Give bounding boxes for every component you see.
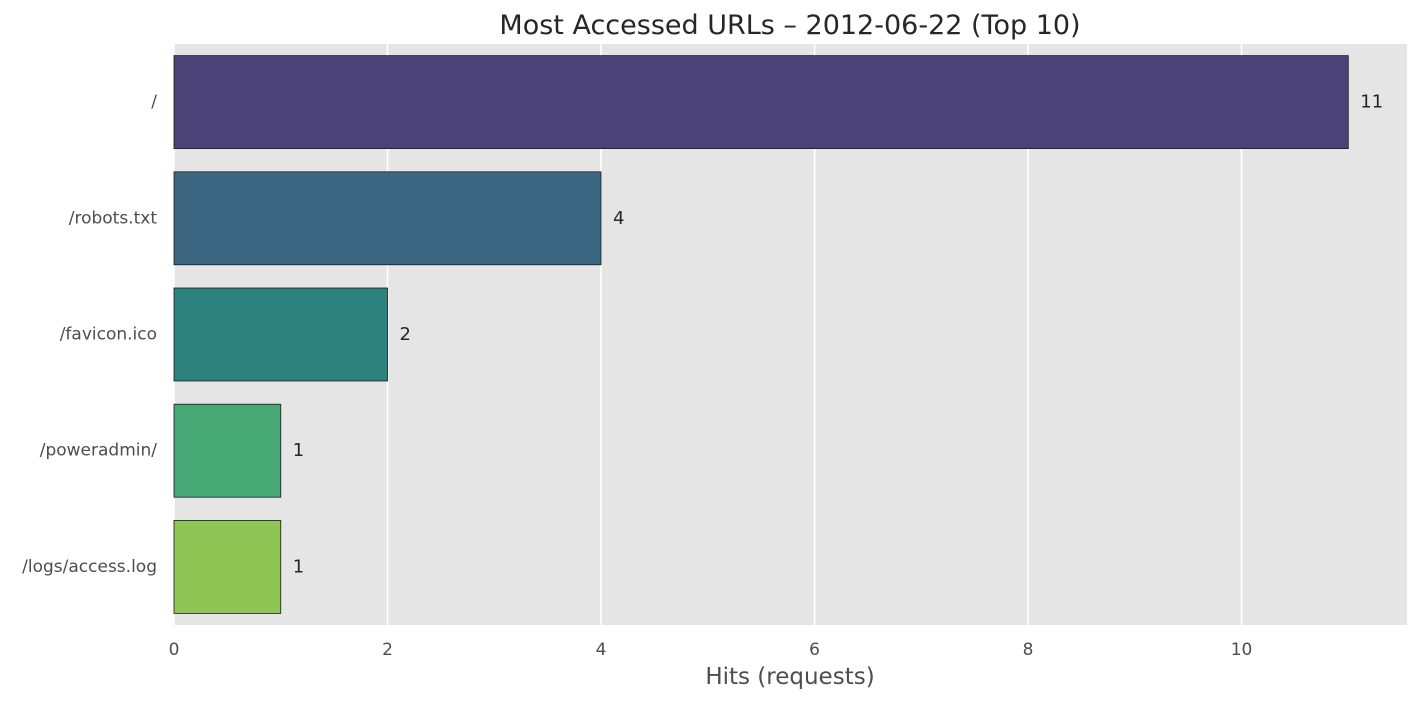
y-tick-label-2: /favicon.ico	[60, 325, 157, 345]
y-tick-label-0: /	[151, 92, 157, 112]
x-axis-label: Hits (requests)	[705, 664, 874, 690]
x-tick-label-3: 6	[809, 640, 820, 660]
bar-4	[173, 520, 282, 614]
bar-0	[173, 55, 1349, 149]
bar-1	[173, 171, 602, 266]
x-tick-label-1: 2	[382, 640, 393, 660]
y-axis-ticks: / /robots.txt/favicon.ico/poweradmin/ /log…	[22, 92, 157, 577]
x-tick-label-4: 8	[1023, 640, 1034, 660]
data-label-4: 1	[293, 556, 304, 577]
chart-title: Most Accessed URLs – 2012-06-22 (Top 10)	[499, 10, 1080, 41]
y-tick-label-4: /logs/access.log	[22, 557, 157, 577]
x-axis-ticks: 0 2 4 6 8 10	[169, 640, 1253, 660]
data-label-1: 4	[613, 208, 624, 229]
bars	[173, 55, 1349, 614]
x-tick-label-0: 0	[169, 640, 180, 660]
bar-2	[173, 287, 388, 382]
data-label-0: 11	[1360, 92, 1383, 113]
data-label-2: 2	[400, 324, 411, 345]
bar-3	[173, 403, 282, 498]
y-tick-label-3: /poweradmin/	[40, 441, 158, 461]
x-tick-label-5: 10	[1231, 640, 1253, 660]
y-tick-label-1: /robots.txt	[69, 208, 158, 228]
data-label-3: 1	[293, 440, 304, 461]
x-tick-label-2: 4	[596, 640, 607, 660]
